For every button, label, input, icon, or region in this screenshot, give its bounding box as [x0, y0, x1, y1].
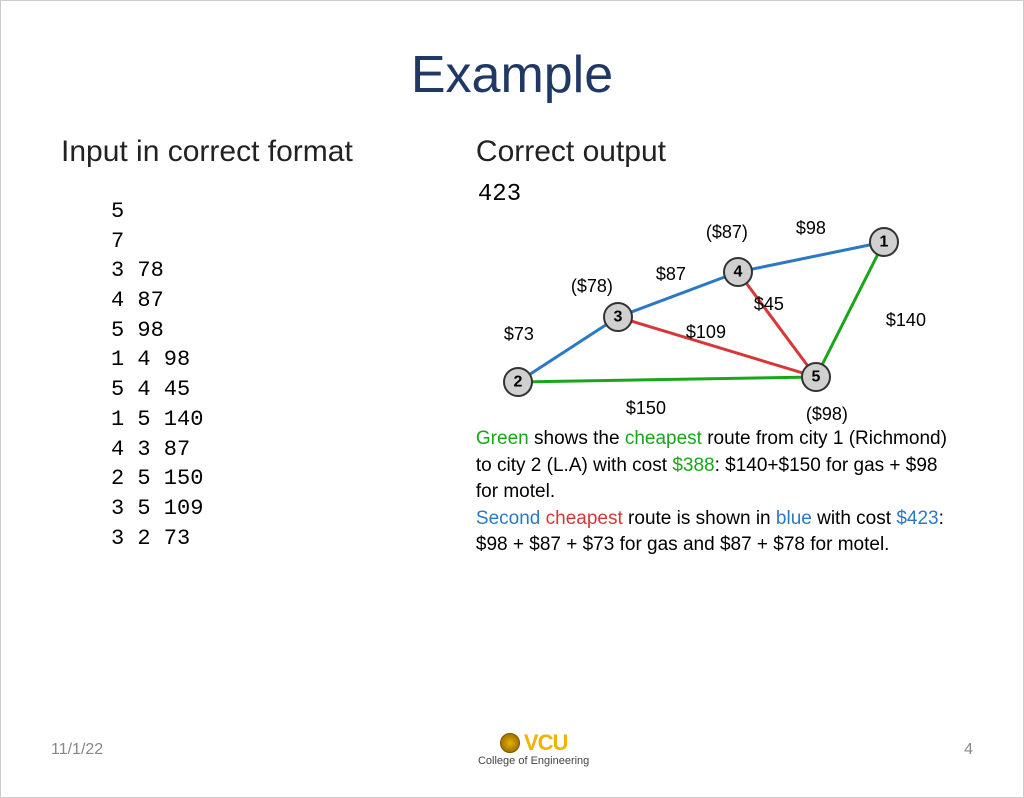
seal-icon	[500, 733, 520, 753]
input-text-block: 5 7 3 78 4 87 5 98 1 4 98 5 4 45 1 5 140…	[111, 197, 476, 553]
left-column: Input in correct format 5 7 3 78 4 87 5 …	[61, 135, 476, 559]
graph-edge-label: $150	[626, 398, 666, 419]
org-sub: College of Engineering	[478, 756, 589, 767]
graph-diagram: 1 4 3 2 5 ($87) $98 $87 ($78) $45 $73 $109 $140 $150 (…	[476, 212, 936, 422]
svg-text:4: 4	[733, 264, 742, 281]
vcu-logo: VCU College of Engineering	[478, 732, 589, 767]
graph-edge-label: $109	[686, 322, 726, 343]
right-column: Correct output 423 1 4 3 2 5 ($87) $98 $87 ($78)…	[476, 135, 963, 559]
svg-text:3: 3	[613, 309, 622, 326]
org-main: VCU	[524, 732, 567, 754]
explanation-text: Green shows the cheapest route from city…	[476, 426, 963, 559]
svg-text:5: 5	[811, 369, 820, 386]
svg-text:1: 1	[879, 234, 888, 251]
content-area: Input in correct format 5 7 3 78 4 87 5 …	[1, 135, 1023, 559]
output-value: 423	[478, 181, 963, 208]
svg-text:2: 2	[513, 374, 522, 391]
second-label: Second	[476, 508, 546, 529]
graph-edge-label: $140	[886, 310, 926, 331]
green-label: Green	[476, 428, 529, 449]
graph-edge-label: $45	[754, 294, 784, 315]
footer-date: 11/1/22	[51, 741, 103, 759]
graph-edge-label: $98	[796, 218, 826, 239]
graph-edge-label: ($98)	[806, 404, 848, 425]
graph-edge-label: $73	[504, 324, 534, 345]
slide-title: Example	[1, 45, 1023, 105]
graph-edge-label: ($87)	[706, 222, 748, 243]
graph-edge-label: ($78)	[571, 276, 613, 297]
output-heading: Correct output	[476, 135, 963, 169]
footer: 11/1/22 VCU College of Engineering 4	[1, 732, 1023, 767]
input-heading: Input in correct format	[61, 135, 476, 169]
graph-edge-label: $87	[656, 264, 686, 285]
page-number: 4	[964, 741, 973, 759]
